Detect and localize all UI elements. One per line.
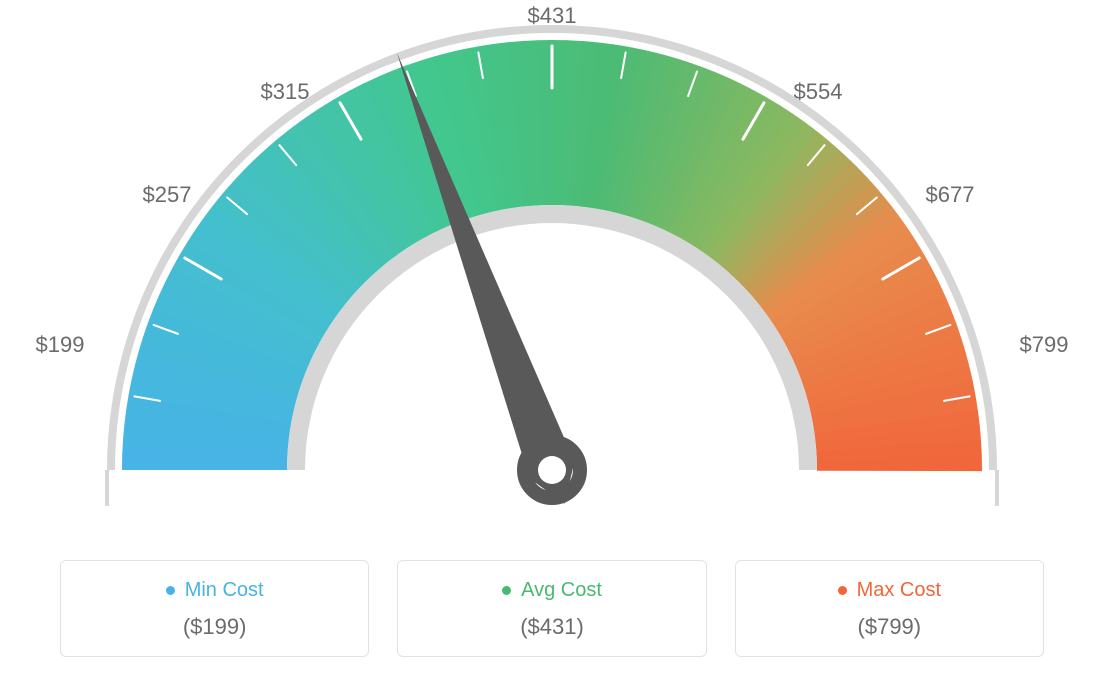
legend-dot-icon bbox=[166, 586, 175, 595]
gauge-tick-label: $199 bbox=[36, 332, 85, 358]
legend-dot-icon bbox=[838, 586, 847, 595]
legend-row: Min Cost ($199) Avg Cost ($431) Max Cost… bbox=[0, 560, 1104, 677]
legend-value-max: ($799) bbox=[756, 614, 1023, 640]
gauge-tick-label: $431 bbox=[528, 3, 577, 29]
gauge-svg bbox=[0, 0, 1104, 560]
legend-title-min: Min Cost bbox=[166, 579, 264, 602]
legend-card-max: Max Cost ($799) bbox=[735, 560, 1044, 657]
gauge-tick-label: $554 bbox=[794, 79, 843, 105]
legend-title-avg: Avg Cost bbox=[502, 579, 602, 602]
legend-title-max: Max Cost bbox=[838, 579, 941, 602]
legend-card-min: Min Cost ($199) bbox=[60, 560, 369, 657]
legend-card-avg: Avg Cost ($431) bbox=[397, 560, 706, 657]
gauge-tick-label: $315 bbox=[261, 79, 310, 105]
legend-title-label: Max Cost bbox=[857, 579, 941, 602]
legend-title-label: Avg Cost bbox=[521, 579, 602, 602]
gauge-tick-label: $677 bbox=[926, 182, 975, 208]
legend-value-avg: ($431) bbox=[418, 614, 685, 640]
legend-value-min: ($199) bbox=[81, 614, 348, 640]
legend-title-label: Min Cost bbox=[185, 579, 264, 602]
gauge-chart: $199 $257 $315 $431 $554 $677 $799 bbox=[0, 0, 1104, 560]
gauge-tick-label: $257 bbox=[143, 182, 192, 208]
gauge-tick-label: $799 bbox=[1020, 332, 1069, 358]
legend-dot-icon bbox=[502, 586, 511, 595]
